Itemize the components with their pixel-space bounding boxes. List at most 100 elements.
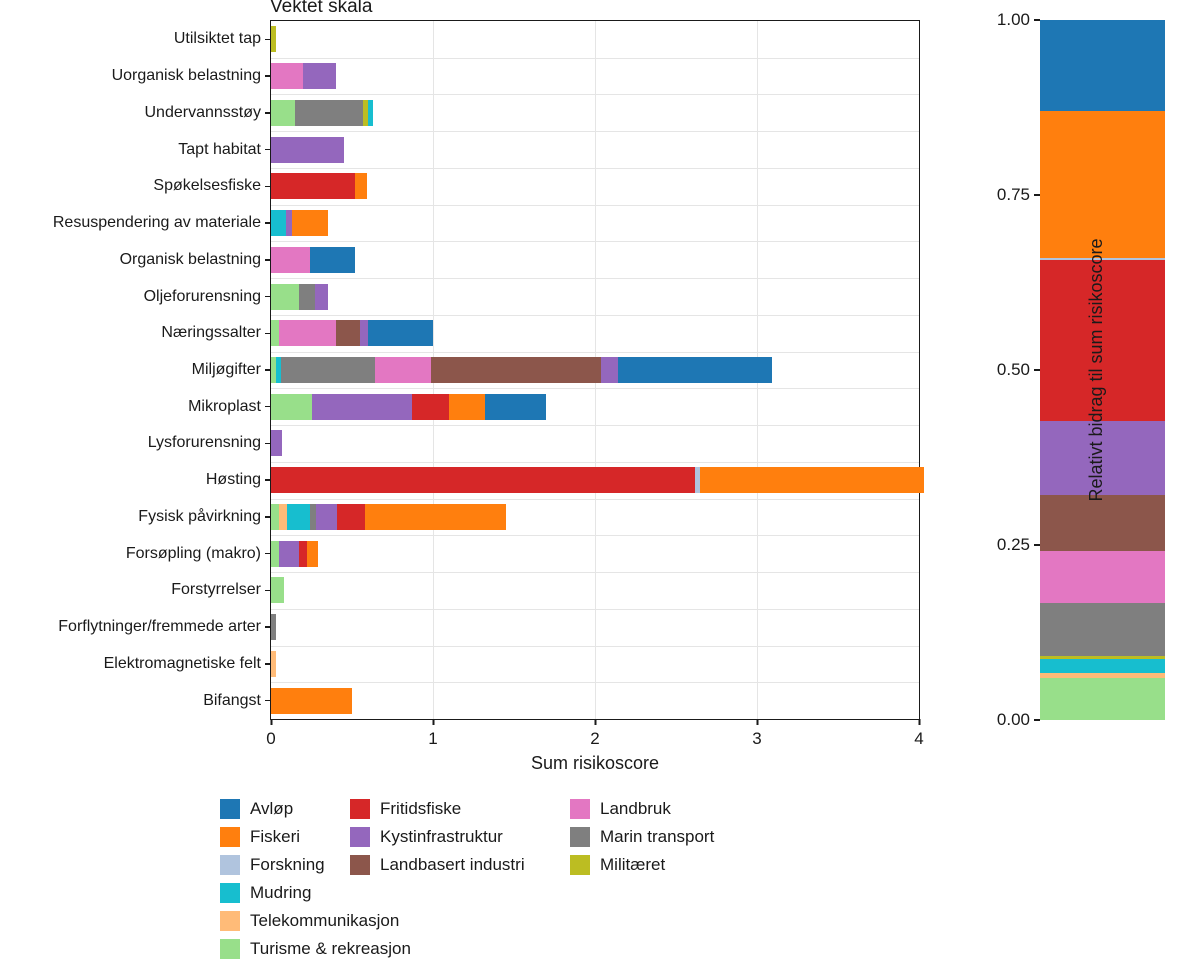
- legend-item: Forskning: [220, 851, 350, 879]
- legend-column: Mudring Telekommunikasjon Turisme & rekrea…: [220, 879, 450, 963]
- bar-segment: [271, 63, 303, 89]
- bar-segment: [271, 577, 284, 603]
- bar-segment: [271, 394, 312, 420]
- bar-segment: [618, 357, 772, 383]
- side-segment: [1040, 20, 1165, 111]
- bar-segment: [355, 173, 366, 199]
- bar-segment: [315, 284, 328, 310]
- legend-label: Kystinfrastruktur: [380, 827, 503, 847]
- y-tick-label: Fysisk påvirkning: [138, 508, 271, 526]
- gridline-horizontal: [271, 241, 919, 242]
- bar-segment: [271, 320, 279, 346]
- gridline-horizontal: [271, 278, 919, 279]
- bar-segment: [292, 210, 328, 236]
- gridline-horizontal: [271, 168, 919, 169]
- bar-segment: [271, 173, 355, 199]
- y-tick-label: Spøkelsesfiske: [153, 177, 271, 195]
- bar-segment: [368, 320, 433, 346]
- legend-swatch: [350, 827, 370, 847]
- bar-segment: [279, 504, 287, 530]
- y-tick-label: Bifangst: [203, 692, 271, 710]
- legend-item: Mudring: [220, 879, 450, 907]
- gridline-horizontal: [271, 682, 919, 683]
- side-y-tick-label: 1.00: [997, 10, 1040, 30]
- bar-segment: [295, 100, 363, 126]
- x-tick-label: 4: [914, 719, 923, 749]
- y-tick-label: Mikroplast: [188, 398, 271, 416]
- side-y-tick-label: 0.00: [997, 710, 1040, 730]
- legend-item: Turisme & rekreasjon: [220, 935, 450, 963]
- bar-segment: [271, 614, 276, 640]
- legend-label: Avløp: [250, 799, 293, 819]
- legend-swatch: [220, 855, 240, 875]
- side-segment: [1040, 111, 1165, 258]
- bar-segment: [375, 357, 432, 383]
- y-tick-label: Forsøpling (makro): [126, 545, 271, 563]
- bar-segment: [271, 247, 310, 273]
- bar-segment: [271, 541, 279, 567]
- legend-label: Landbasert industri: [380, 855, 525, 875]
- legend-swatch: [570, 799, 590, 819]
- bar-segment: [271, 26, 276, 52]
- bar-segment: [271, 651, 276, 677]
- legend-item: Kystinfrastruktur: [350, 823, 570, 851]
- legend-label: Turisme & rekreasjon: [250, 939, 411, 959]
- gridline-horizontal: [271, 315, 919, 316]
- bar-segment: [279, 320, 336, 346]
- y-tick-label: Miljøgifter: [192, 361, 271, 379]
- bar-segment: [271, 688, 352, 714]
- legend: Avløp Fiskeri Forskning Fritidsfiske Kystinf…: [220, 795, 980, 963]
- y-tick-label: Uorganisk belastning: [112, 67, 271, 85]
- y-tick-label: Tapt habitat: [178, 141, 271, 159]
- side-segment: [1040, 495, 1165, 551]
- bar-segment: [310, 247, 355, 273]
- y-tick-label: Utilsiktet tap: [174, 30, 271, 48]
- bar-segment: [299, 284, 315, 310]
- y-tick-label: Undervannsstøy: [145, 104, 272, 122]
- side-segment: [1040, 678, 1165, 720]
- figure: Vektet skala Sum risikoscore 01234Utilsi…: [0, 0, 1181, 885]
- legend-item: Fritidsfiske: [350, 795, 570, 823]
- bar-segment: [310, 504, 316, 530]
- bar-segment: [360, 320, 368, 346]
- y-tick-label: Høsting: [206, 471, 271, 489]
- x-tick-label: 0: [266, 719, 275, 749]
- gridline-horizontal: [271, 462, 919, 463]
- bar-segment: [271, 137, 344, 163]
- gridline-horizontal: [271, 499, 919, 500]
- legend-swatch: [570, 855, 590, 875]
- y-tick-label: Resuspendering av materiale: [53, 214, 271, 232]
- y-tick-label: Elektromagnetiske felt: [104, 655, 271, 673]
- main-bar-chart: Sum risikoscore 01234Utilsiktet tapUorga…: [270, 20, 920, 720]
- legend-swatch: [220, 911, 240, 931]
- bar-segment: [337, 504, 365, 530]
- bar-segment: [271, 430, 282, 456]
- legend-label: Mudring: [250, 883, 311, 903]
- legend-label: Fiskeri: [250, 827, 300, 847]
- bar-segment: [368, 100, 373, 126]
- bar-segment: [449, 394, 485, 420]
- legend-swatch: [220, 799, 240, 819]
- gridline-horizontal: [271, 58, 919, 59]
- bar-segment: [312, 394, 412, 420]
- y-tick-label: Lysforurensning: [148, 434, 271, 452]
- side-segment: [1040, 551, 1165, 604]
- legend-label: Forskning: [250, 855, 325, 875]
- x-tick-label: 3: [752, 719, 761, 749]
- gridline-horizontal: [271, 535, 919, 536]
- bar-segment: [287, 504, 310, 530]
- legend-label: Marin transport: [600, 827, 714, 847]
- legend-label: Fritidsfiske: [380, 799, 461, 819]
- legend-label: Telekommunikasjon: [250, 911, 399, 931]
- gridline-horizontal: [271, 205, 919, 206]
- side-y-tick-label: 0.25: [997, 535, 1040, 555]
- side-y-tick-label: 0.50: [997, 360, 1040, 380]
- legend-label: Landbruk: [600, 799, 671, 819]
- legend-item: Landbasert industri: [350, 851, 570, 879]
- bar-segment: [365, 504, 506, 530]
- legend-item: Fiskeri: [220, 823, 350, 851]
- side-stacked-chart: Relativt bidrag til sum risikoscore 0.00…: [1040, 20, 1165, 720]
- bar-segment: [431, 357, 601, 383]
- legend-column: LandbrukMarin transportMilitæret: [570, 795, 770, 879]
- side-segment: [1040, 673, 1165, 678]
